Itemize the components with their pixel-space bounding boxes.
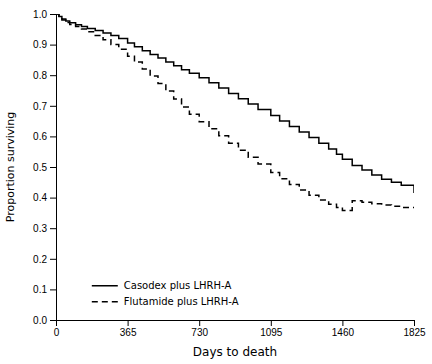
tick-mark xyxy=(50,14,56,15)
tick-label: 0.0 xyxy=(33,315,47,326)
tick-label: 0.8 xyxy=(33,70,47,81)
legend-label: Casodex plus LHRH-A xyxy=(124,280,232,291)
series-line xyxy=(56,14,414,210)
tick: 0.4 xyxy=(33,192,56,203)
x-axis-title: Days to death xyxy=(193,345,277,359)
legend-label: Flutamide plus LHRH-A xyxy=(124,296,239,307)
tick-label: 0.3 xyxy=(33,223,47,234)
tick: 0.9 xyxy=(33,39,56,50)
axis-line xyxy=(50,15,57,321)
tick: 365 xyxy=(120,320,137,338)
tick-label: 365 xyxy=(120,327,137,338)
tick-label: 0.1 xyxy=(33,284,47,295)
tick-label: 730 xyxy=(191,327,208,338)
legend-swatch xyxy=(92,285,118,287)
tick-mark xyxy=(50,198,56,199)
tick-mark xyxy=(271,320,272,326)
tick-mark xyxy=(50,320,56,321)
tick: 0.3 xyxy=(33,223,56,234)
tick-label: 0.9 xyxy=(33,39,47,50)
tick-label: 1095 xyxy=(260,327,283,338)
chart: 0 365 730 1095 1460 1825 0.0 0.1 0.2 0.3 0.4 0.5 0.6… xyxy=(0,0,432,364)
tick: 0.2 xyxy=(33,254,56,265)
tick: 0.8 xyxy=(33,70,56,81)
tick: 0.5 xyxy=(33,162,56,173)
tick-mark xyxy=(50,228,56,229)
tick-mark xyxy=(199,320,200,326)
tick-mark xyxy=(128,320,129,326)
tick-mark xyxy=(50,259,56,260)
tick-label: 0.2 xyxy=(33,254,47,265)
tick: 0.0 xyxy=(33,315,56,326)
tick-label: 1.0 xyxy=(33,9,47,20)
tick-mark xyxy=(50,289,56,290)
axis-line xyxy=(57,321,415,327)
series-line xyxy=(56,14,414,193)
tick: 730 xyxy=(191,320,208,338)
tick-label: 1460 xyxy=(332,327,355,338)
tick: 1460 xyxy=(332,320,355,338)
tick-mark xyxy=(50,136,56,137)
y-axis-title: Proportion surviving xyxy=(4,112,17,223)
tick: 1.0 xyxy=(33,9,56,20)
tick: 0 xyxy=(54,320,60,338)
tick-mark xyxy=(50,45,56,46)
tick-label: 0 xyxy=(54,327,60,338)
tick: 0.7 xyxy=(33,101,56,112)
tick-mark xyxy=(50,106,56,107)
plot-area: 0 365 730 1095 1460 1825 0.0 0.1 0.2 0.3 0.4 0.5 0.6… xyxy=(33,9,426,338)
tick-label: 0.4 xyxy=(33,192,47,203)
tick-mark xyxy=(414,320,415,326)
tick-mark xyxy=(50,75,56,76)
tick-label: 0.5 xyxy=(33,162,47,173)
tick: 1095 xyxy=(260,320,283,338)
tick-mark xyxy=(50,167,56,168)
tick-label: 0.7 xyxy=(33,101,47,112)
legend-item: Casodex plus LHRH-A xyxy=(92,280,232,291)
tick: 0.1 xyxy=(33,284,56,295)
tick: 1825 xyxy=(403,320,426,338)
series-group xyxy=(56,14,414,210)
legend-item: Flutamide plus LHRH-A xyxy=(92,296,239,307)
legend: Casodex plus LHRH-A Flutamide plus LHRH-A xyxy=(92,280,239,307)
y-axis: 0.0 0.1 0.2 0.3 0.4 0.5 0.6 0.7 0.8 0.9 1.0 xyxy=(33,9,56,326)
tick: 0.6 xyxy=(33,131,56,142)
tick-label: 0.6 xyxy=(33,131,47,142)
tick-mark xyxy=(342,320,343,326)
x-axis: 0 365 730 1095 1460 1825 xyxy=(54,320,426,338)
legend-swatch xyxy=(92,301,118,303)
tick-label: 1825 xyxy=(403,327,426,338)
